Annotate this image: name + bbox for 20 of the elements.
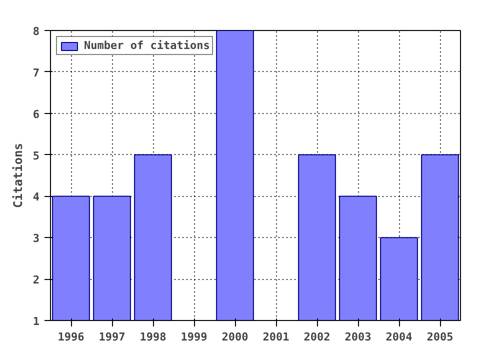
x-tick-label: 2005 [426, 330, 454, 344]
legend-label: Number of citations [84, 39, 210, 52]
y-tick-label: 5 [32, 149, 40, 162]
x-tick-label: 2004 [386, 330, 413, 344]
x-tick-label: 2001 [262, 330, 290, 344]
y-tick-label: 8 [32, 25, 40, 38]
x-tick-label: 2003 [344, 330, 372, 344]
x-tick-label: 1996 [58, 330, 85, 344]
y-tick-label: 1 [32, 315, 40, 328]
x-tick-label: 2000 [222, 330, 248, 344]
y-tick-label: 3 [32, 232, 40, 246]
y-axis-title: Citations [10, 142, 25, 208]
y-tick-label: 7 [32, 66, 40, 80]
y-tick-label: 2 [32, 274, 40, 287]
x-tick-label: 2002 [304, 330, 330, 344]
x-tick-label: 1997 [98, 330, 126, 344]
y-tick-label: 4 [32, 190, 40, 204]
x-tick-label: 1999 [180, 330, 208, 344]
y-tick-label: 6 [32, 108, 40, 121]
x-tick-label: 1998 [140, 330, 166, 344]
